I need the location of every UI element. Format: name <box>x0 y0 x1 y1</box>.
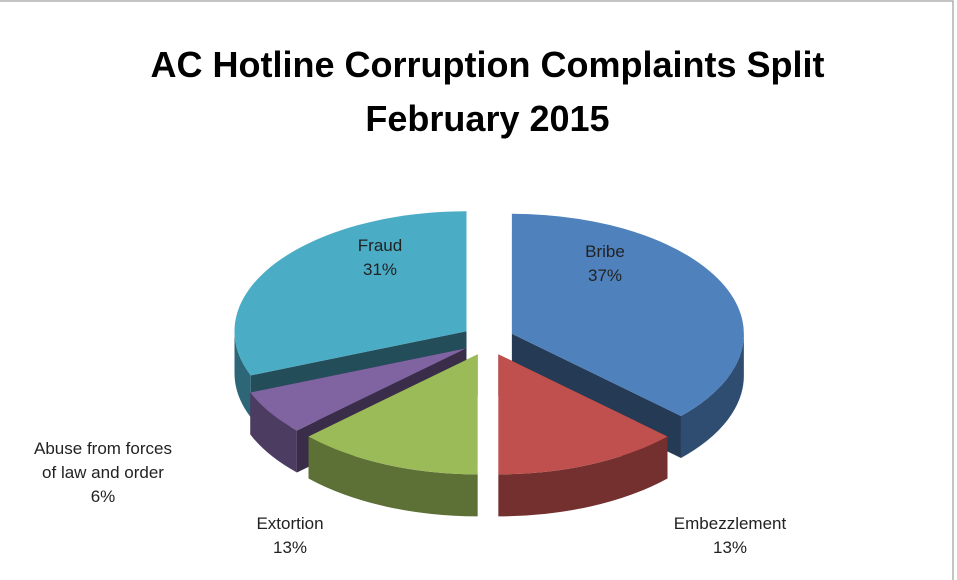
data-label-value: 13% <box>272 538 308 557</box>
data-label-value: 31% <box>362 260 398 279</box>
data-label-name: Embezzlement <box>673 514 787 533</box>
slice-side <box>308 436 478 517</box>
slice <box>498 354 668 475</box>
data-label-value: 13% <box>712 538 748 557</box>
slice <box>308 354 478 475</box>
slice-side <box>498 436 668 517</box>
data-label-name: Bribe <box>585 242 625 261</box>
slice-side <box>680 333 744 458</box>
data-label-name: Extortion <box>256 514 324 533</box>
slice <box>250 348 467 431</box>
slice <box>234 211 467 376</box>
slice-side <box>234 331 251 418</box>
data-label: Extortion 13% <box>215 512 365 560</box>
data-label-name: Abuse from forces of law and order <box>34 439 172 482</box>
data-label-value: 37% <box>587 266 623 285</box>
data-label: Fraud 31% <box>320 234 440 282</box>
data-label-value: 6% <box>90 487 116 506</box>
data-label: Bribe 37% <box>545 240 665 288</box>
slice-side <box>250 392 297 473</box>
data-label: Abuse from forces of law and order 6% <box>28 437 178 509</box>
slice <box>511 213 744 416</box>
data-label-name: Fraud <box>357 236 403 255</box>
chart-title: AC Hotline Corruption Complaints Split F… <box>150 44 825 139</box>
data-label: Embezzlement 13% <box>650 512 810 560</box>
